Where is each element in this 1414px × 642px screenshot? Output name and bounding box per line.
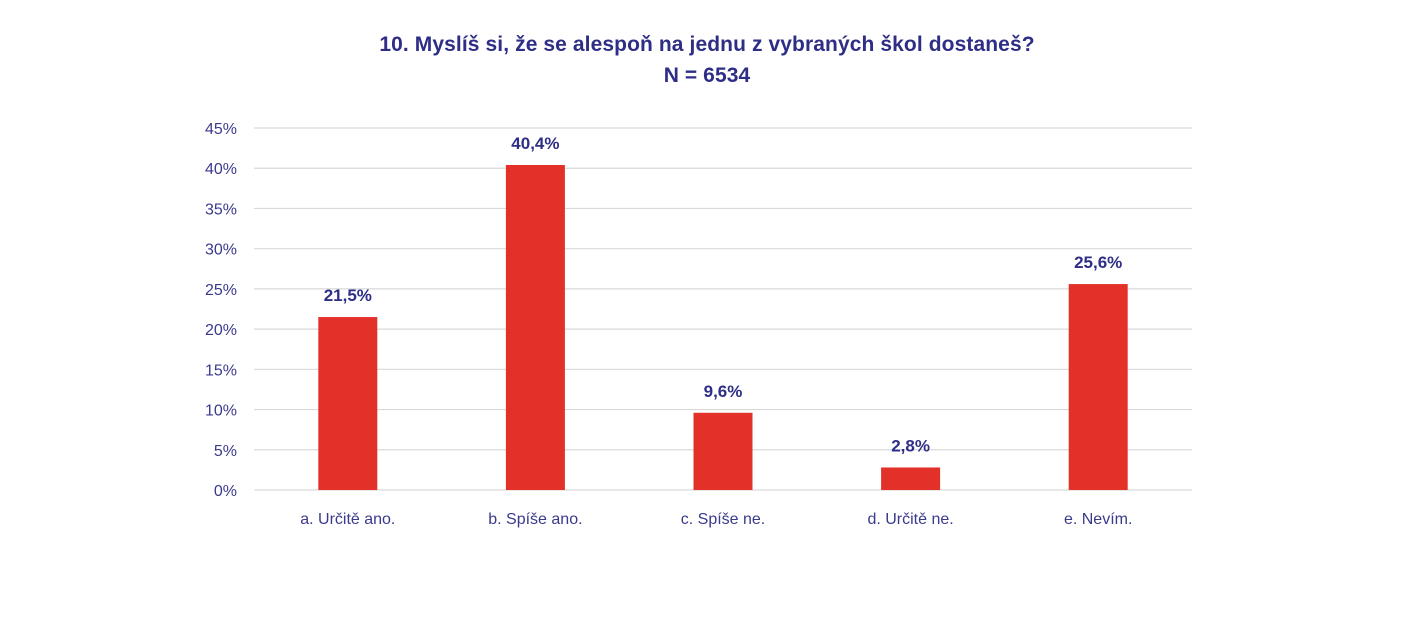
y-tick-label: 5% (214, 443, 237, 460)
y-tick-label: 15% (205, 362, 237, 379)
y-tick-label: 0% (214, 483, 237, 500)
x-category-label: c. Spíše ne. (681, 511, 766, 528)
y-tick-label: 10% (205, 403, 237, 420)
data-label: 40,4% (511, 134, 559, 153)
chart-subtitle: N = 6534 (663, 64, 751, 87)
bar (318, 317, 378, 490)
data-label: 25,6% (1074, 253, 1122, 272)
data-label: 2,8% (891, 436, 930, 455)
x-category-label: e. Nevím. (1064, 511, 1132, 528)
bar (881, 467, 941, 490)
data-label: 9,6% (704, 382, 743, 401)
y-tick-label: 25% (205, 282, 237, 299)
x-category-label: a. Určitě ano. (300, 511, 395, 528)
y-tick-label: 20% (205, 322, 237, 339)
x-category-label: d. Určitě ne. (867, 511, 953, 528)
y-tick-label: 35% (205, 201, 237, 218)
bar (693, 412, 753, 490)
bar (1068, 284, 1128, 490)
y-tick-label: 45% (205, 121, 237, 138)
bar (505, 165, 565, 490)
y-tick-label: 30% (205, 242, 237, 259)
y-tick-label: 40% (205, 161, 237, 178)
data-label: 21,5% (324, 286, 372, 305)
x-category-label: b. Spíše ano. (488, 511, 582, 528)
chart-title: 10. Myslíš si, že se alespoň na jednu z … (379, 33, 1035, 56)
